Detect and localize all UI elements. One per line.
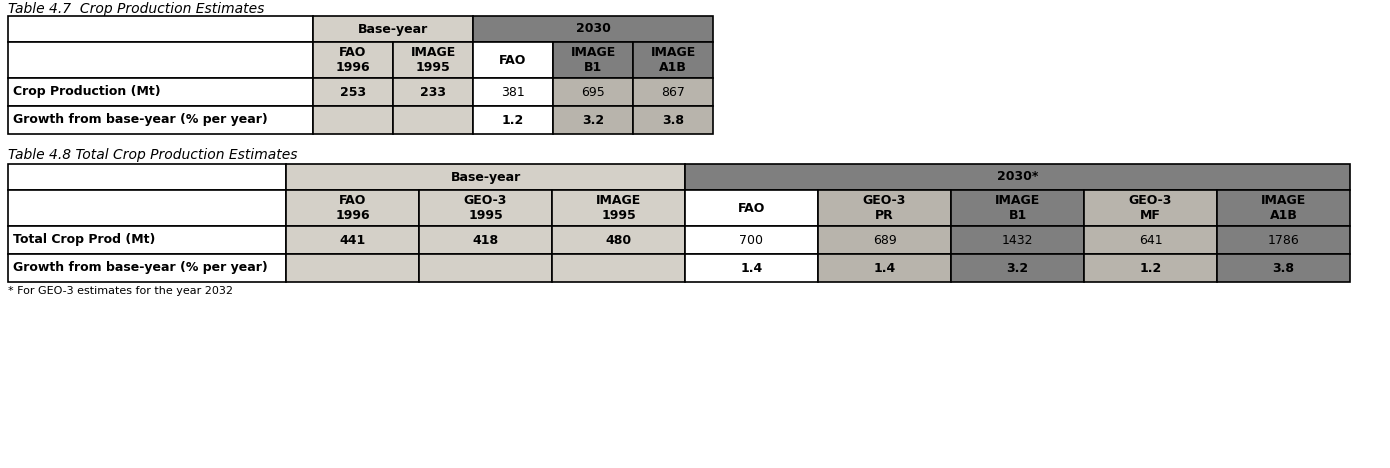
Text: Growth from base-year (% per year): Growth from base-year (% per year) (13, 114, 268, 126)
Text: Table 4.8 Total Crop Production Estimates: Table 4.8 Total Crop Production Estimate… (8, 148, 297, 162)
Text: 1432: 1432 (1002, 234, 1033, 247)
Bar (313, 16, 473, 42)
Text: 1.4: 1.4 (873, 262, 895, 275)
Bar (817, 226, 951, 254)
Text: IMAGE
1995: IMAGE 1995 (596, 194, 641, 222)
Text: Crop Production (Mt): Crop Production (Mt) (13, 86, 161, 98)
Text: FAO
1996: FAO 1996 (335, 194, 370, 222)
Bar (552, 190, 685, 226)
Bar (1084, 254, 1218, 282)
Text: FAO: FAO (738, 202, 764, 214)
Text: GEO-3
MF: GEO-3 MF (1129, 194, 1172, 222)
Bar (286, 164, 685, 190)
Bar (313, 78, 393, 106)
Bar (473, 42, 553, 78)
Bar (817, 190, 951, 226)
Bar (8, 106, 313, 134)
Bar (1218, 226, 1350, 254)
Bar (1218, 254, 1350, 282)
Text: 441: 441 (339, 234, 366, 247)
Bar (552, 254, 685, 282)
Text: IMAGE
A1B: IMAGE A1B (651, 46, 695, 74)
Text: 2030*: 2030* (997, 170, 1038, 183)
Text: 867: 867 (662, 86, 685, 98)
Bar (393, 106, 473, 134)
Text: FAO
1996: FAO 1996 (336, 46, 370, 74)
Text: 3.2: 3.2 (1006, 262, 1029, 275)
Bar (1084, 226, 1218, 254)
Bar (8, 164, 286, 190)
Bar (632, 78, 713, 106)
Bar (286, 190, 418, 226)
Text: Base-year: Base-year (450, 170, 521, 183)
Text: 2030: 2030 (575, 22, 610, 36)
Text: 1.2: 1.2 (1140, 262, 1162, 275)
Text: 418: 418 (473, 234, 499, 247)
Bar (8, 254, 286, 282)
Bar (418, 226, 552, 254)
Text: Table 4.7  Crop Production Estimates: Table 4.7 Crop Production Estimates (8, 2, 264, 16)
Bar (685, 164, 1350, 190)
Text: * For GEO-3 estimates for the year 2032: * For GEO-3 estimates for the year 2032 (8, 286, 234, 296)
Bar (951, 190, 1084, 226)
Text: 689: 689 (873, 234, 897, 247)
Bar (418, 190, 552, 226)
Bar (552, 226, 685, 254)
Text: 641: 641 (1138, 234, 1162, 247)
Text: FAO: FAO (499, 53, 527, 66)
Bar (632, 106, 713, 134)
Text: 480: 480 (606, 234, 631, 247)
Bar (553, 42, 632, 78)
Bar (473, 78, 553, 106)
Bar (8, 190, 286, 226)
Bar (951, 226, 1084, 254)
Bar (8, 78, 313, 106)
Bar (418, 254, 552, 282)
Bar (553, 78, 632, 106)
Bar (286, 226, 418, 254)
Text: 695: 695 (581, 86, 605, 98)
Bar (1218, 190, 1350, 226)
Text: 233: 233 (420, 86, 446, 98)
Text: GEO-3
1995: GEO-3 1995 (464, 194, 507, 222)
Bar (817, 254, 951, 282)
Bar (553, 106, 632, 134)
Bar (951, 254, 1084, 282)
Text: Total Crop Prod (Mt): Total Crop Prod (Mt) (13, 234, 156, 247)
Text: Base-year: Base-year (357, 22, 428, 36)
Text: 3.8: 3.8 (662, 114, 684, 126)
Text: IMAGE
A1B: IMAGE A1B (1261, 194, 1307, 222)
Bar (685, 254, 817, 282)
Bar (393, 78, 473, 106)
Text: 381: 381 (502, 86, 525, 98)
Bar (685, 226, 817, 254)
Bar (473, 106, 553, 134)
Text: IMAGE
B1: IMAGE B1 (570, 46, 616, 74)
Bar (286, 254, 418, 282)
Text: 1.4: 1.4 (741, 262, 763, 275)
Text: GEO-3
PR: GEO-3 PR (863, 194, 906, 222)
Bar (473, 16, 713, 42)
Text: IMAGE
B1: IMAGE B1 (995, 194, 1040, 222)
Bar (8, 16, 313, 42)
Bar (393, 42, 473, 78)
Text: 1.2: 1.2 (502, 114, 524, 126)
Text: 1786: 1786 (1268, 234, 1300, 247)
Text: IMAGE
1995: IMAGE 1995 (410, 46, 456, 74)
Bar (632, 42, 713, 78)
Bar (313, 42, 393, 78)
Text: 253: 253 (341, 86, 366, 98)
Text: 3.8: 3.8 (1272, 262, 1294, 275)
Text: 3.2: 3.2 (582, 114, 605, 126)
Bar (8, 226, 286, 254)
Bar (685, 190, 817, 226)
Bar (1084, 190, 1218, 226)
Text: Growth from base-year (% per year): Growth from base-year (% per year) (13, 262, 268, 275)
Bar (8, 42, 313, 78)
Text: 700: 700 (739, 234, 763, 247)
Bar (313, 106, 393, 134)
